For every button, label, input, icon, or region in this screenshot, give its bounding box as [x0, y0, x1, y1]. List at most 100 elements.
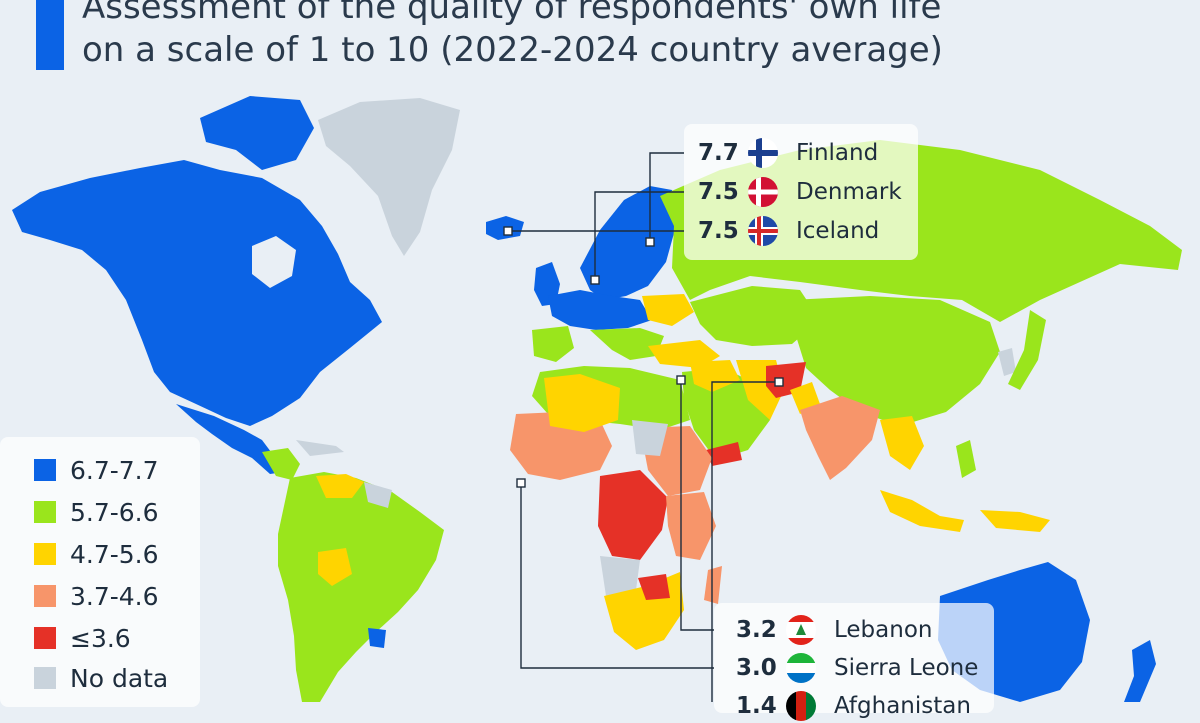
callout-country: Iceland	[796, 218, 880, 244]
finland-flag-icon	[748, 138, 778, 168]
callout-row-afghanistan: 1.4 Afghanistan	[736, 689, 971, 723]
world-map	[12, 96, 1182, 702]
callout-value: 7.5	[698, 218, 739, 244]
region-greenland	[318, 98, 460, 256]
title-accent-bar	[36, 0, 64, 70]
region-hudson-bay	[252, 236, 296, 288]
region-central-europe	[548, 290, 652, 330]
region-iraq-syria	[690, 360, 740, 392]
leader-line-finland	[649, 152, 684, 242]
callout-value: 3.0	[736, 655, 777, 681]
region-madagascar	[704, 566, 722, 604]
region-north-america	[12, 160, 382, 426]
region-chad-libya-nodata	[632, 420, 668, 456]
region-guianas	[364, 482, 392, 508]
callout-country: Lebanon	[834, 617, 933, 643]
marker-sierra-leone	[516, 478, 526, 488]
legend-label: 6.7-7.7	[70, 455, 159, 485]
region-turkey	[648, 340, 720, 368]
region-indonesia-west	[880, 490, 964, 532]
legend-label: ≤3.6	[70, 623, 131, 653]
region-india	[800, 396, 880, 480]
callout-row-finland: 7.7 Finland	[698, 136, 878, 170]
callout-row-sierra-leone: 3.0 Sierra Leone	[736, 651, 978, 685]
region-zimbabwe	[638, 574, 670, 600]
leader-line-sierra-leone	[520, 483, 714, 669]
region-mexico	[176, 404, 284, 474]
leader-markers	[503, 226, 784, 488]
legend-swatch	[34, 501, 56, 523]
region-new-zealand	[1124, 640, 1156, 702]
legend-label: 5.7-6.6	[70, 497, 159, 527]
region-venezuela	[316, 474, 364, 498]
callout-country: Denmark	[796, 179, 902, 205]
region-indochina	[880, 416, 924, 470]
region-caribbean	[296, 440, 344, 456]
region-central-asia	[690, 286, 820, 346]
region-east-africa	[666, 492, 716, 560]
marker-iceland	[503, 226, 513, 236]
region-bolivia	[318, 548, 352, 586]
region-yemen	[706, 442, 742, 466]
region-japan	[1008, 310, 1046, 390]
region-mali-niger	[544, 374, 620, 432]
chart-title-line-2: on a scale of 1 to 10 (2022-2024 country…	[82, 30, 943, 70]
legend-label: 3.7-4.6	[70, 581, 159, 611]
callout-lowest: 3.2 Lebanon 3.0 Sierra Leone 1.4 Afghani…	[714, 603, 994, 721]
leader-line-afghanistan	[711, 381, 779, 702]
chart-title: Assessment of the quality of respondents…	[82, 0, 943, 72]
legend-item: 3.7-4.6	[34, 581, 159, 611]
legend-item: ≤3.6	[34, 623, 131, 653]
legend-swatch	[34, 667, 56, 689]
marker-afghanistan	[774, 377, 784, 387]
marker-denmark	[590, 275, 600, 285]
region-central-africa	[598, 470, 668, 560]
iceland-flag-icon	[748, 216, 778, 246]
leader-line-lebanon	[680, 380, 714, 631]
callout-highest: 7.7 Finland 7.5 Denmark 7.5 Iceland	[684, 124, 918, 260]
callout-country: Finland	[796, 140, 879, 166]
leader-lines	[508, 152, 779, 702]
callout-value: 7.7	[698, 140, 739, 166]
region-uruguay	[368, 628, 386, 648]
callout-row-denmark: 7.5 Denmark	[698, 175, 902, 209]
region-scandinavia	[580, 186, 676, 300]
callout-country: Afghanistan	[834, 693, 971, 719]
marker-lebanon	[676, 375, 686, 385]
region-ukraine	[642, 294, 694, 326]
legend-swatch	[34, 459, 56, 481]
callout-value: 7.5	[698, 179, 739, 205]
legend-swatch	[34, 543, 56, 565]
region-china	[790, 296, 1000, 426]
denmark-flag-icon	[748, 177, 778, 207]
callout-row-lebanon: 3.2 Lebanon	[736, 613, 932, 647]
legend-swatch	[34, 585, 56, 607]
region-iberia	[532, 326, 574, 362]
callout-value: 3.2	[736, 617, 777, 643]
callout-country: Sierra Leone	[834, 655, 979, 681]
legend-swatch	[34, 627, 56, 649]
legend-label: No data	[70, 663, 169, 693]
region-arctic-islands	[200, 96, 314, 170]
region-philippines	[956, 440, 976, 478]
leader-line-denmark	[594, 191, 684, 280]
region-korea	[998, 348, 1016, 376]
legend-item: 5.7-6.6	[34, 497, 159, 527]
region-central-america	[262, 448, 300, 480]
marker-finland	[645, 237, 655, 247]
sierra-leone-flag-icon	[786, 653, 816, 683]
region-angola	[600, 556, 640, 596]
afghanistan-flag-icon	[786, 691, 816, 721]
callout-row-iceland: 7.5 Iceland	[698, 214, 879, 248]
region-indonesia-east	[980, 510, 1050, 532]
legend-item: No data	[34, 663, 168, 693]
legend-item: 6.7-7.7	[34, 455, 159, 485]
chart-title-line-1: Assessment of the quality of respondents…	[82, 0, 942, 27]
callout-value: 1.4	[736, 693, 777, 719]
region-italy-balkans	[590, 328, 664, 360]
region-south-america	[278, 472, 444, 702]
legend-item: 4.7-5.6	[34, 539, 159, 569]
legend: 6.7-7.7 5.7-6.6 4.7-5.6 3.7-4.6 ≤3.6 No …	[0, 437, 200, 707]
legend-label: 4.7-5.6	[70, 539, 159, 569]
lebanon-flag-icon	[786, 615, 816, 645]
